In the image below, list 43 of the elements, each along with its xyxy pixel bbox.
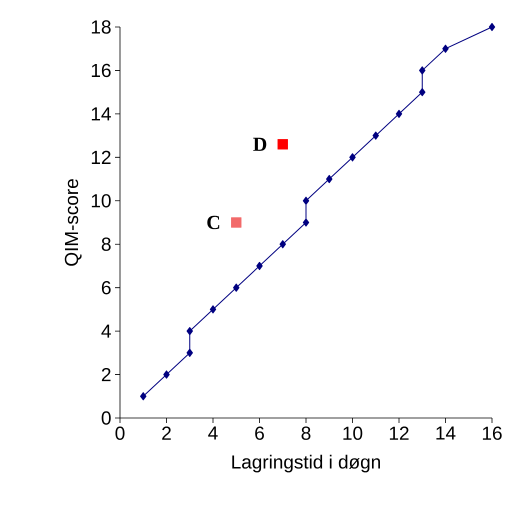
point (326, 174, 332, 184)
point (349, 153, 356, 162)
y-tick-label: 4 (101, 324, 111, 338)
point (488, 22, 496, 32)
x-tick-label: 4 (208, 426, 218, 440)
y-tick-label: 18 (92, 20, 111, 34)
point (442, 44, 449, 53)
x-tick-label: 10 (343, 426, 362, 440)
y-tick-label: 8 (102, 238, 111, 251)
point (302, 218, 310, 227)
point (210, 305, 216, 314)
x-tick-label: 6 (255, 426, 264, 440)
point (280, 240, 286, 248)
point (419, 88, 426, 96)
point (140, 392, 146, 400)
point (231, 217, 242, 228)
point (396, 110, 402, 118)
point (233, 284, 240, 292)
x-tick-label: 8 (302, 426, 310, 440)
y-axis-title: QIM-score (64, 179, 82, 266)
x-axis-title: Lagringstid i døgn (232, 454, 380, 472)
x-tick-label: 2 (162, 426, 171, 440)
annotation: C (207, 216, 220, 230)
point (302, 196, 310, 205)
x-tick-label: 0 (115, 426, 125, 440)
annotation: D (253, 138, 266, 151)
point (256, 262, 263, 270)
point (372, 132, 379, 140)
y-tick-label: 2 (102, 368, 111, 382)
point (419, 66, 426, 75)
point (186, 327, 193, 336)
y-tick-label: 16 (92, 64, 111, 78)
point (278, 139, 288, 150)
x-tick-label: 12 (390, 426, 409, 440)
point (163, 370, 170, 379)
x-tick-label: 14 (436, 426, 456, 440)
y-tick-label: 14 (92, 107, 111, 120)
y-tick-label: 6 (102, 280, 111, 294)
x-tick-label: 16 (482, 426, 502, 440)
y-tick-label: 0 (102, 411, 111, 425)
point (186, 348, 193, 357)
y-tick-label: 10 (92, 194, 111, 208)
y-tick-label: 12 (92, 150, 111, 164)
